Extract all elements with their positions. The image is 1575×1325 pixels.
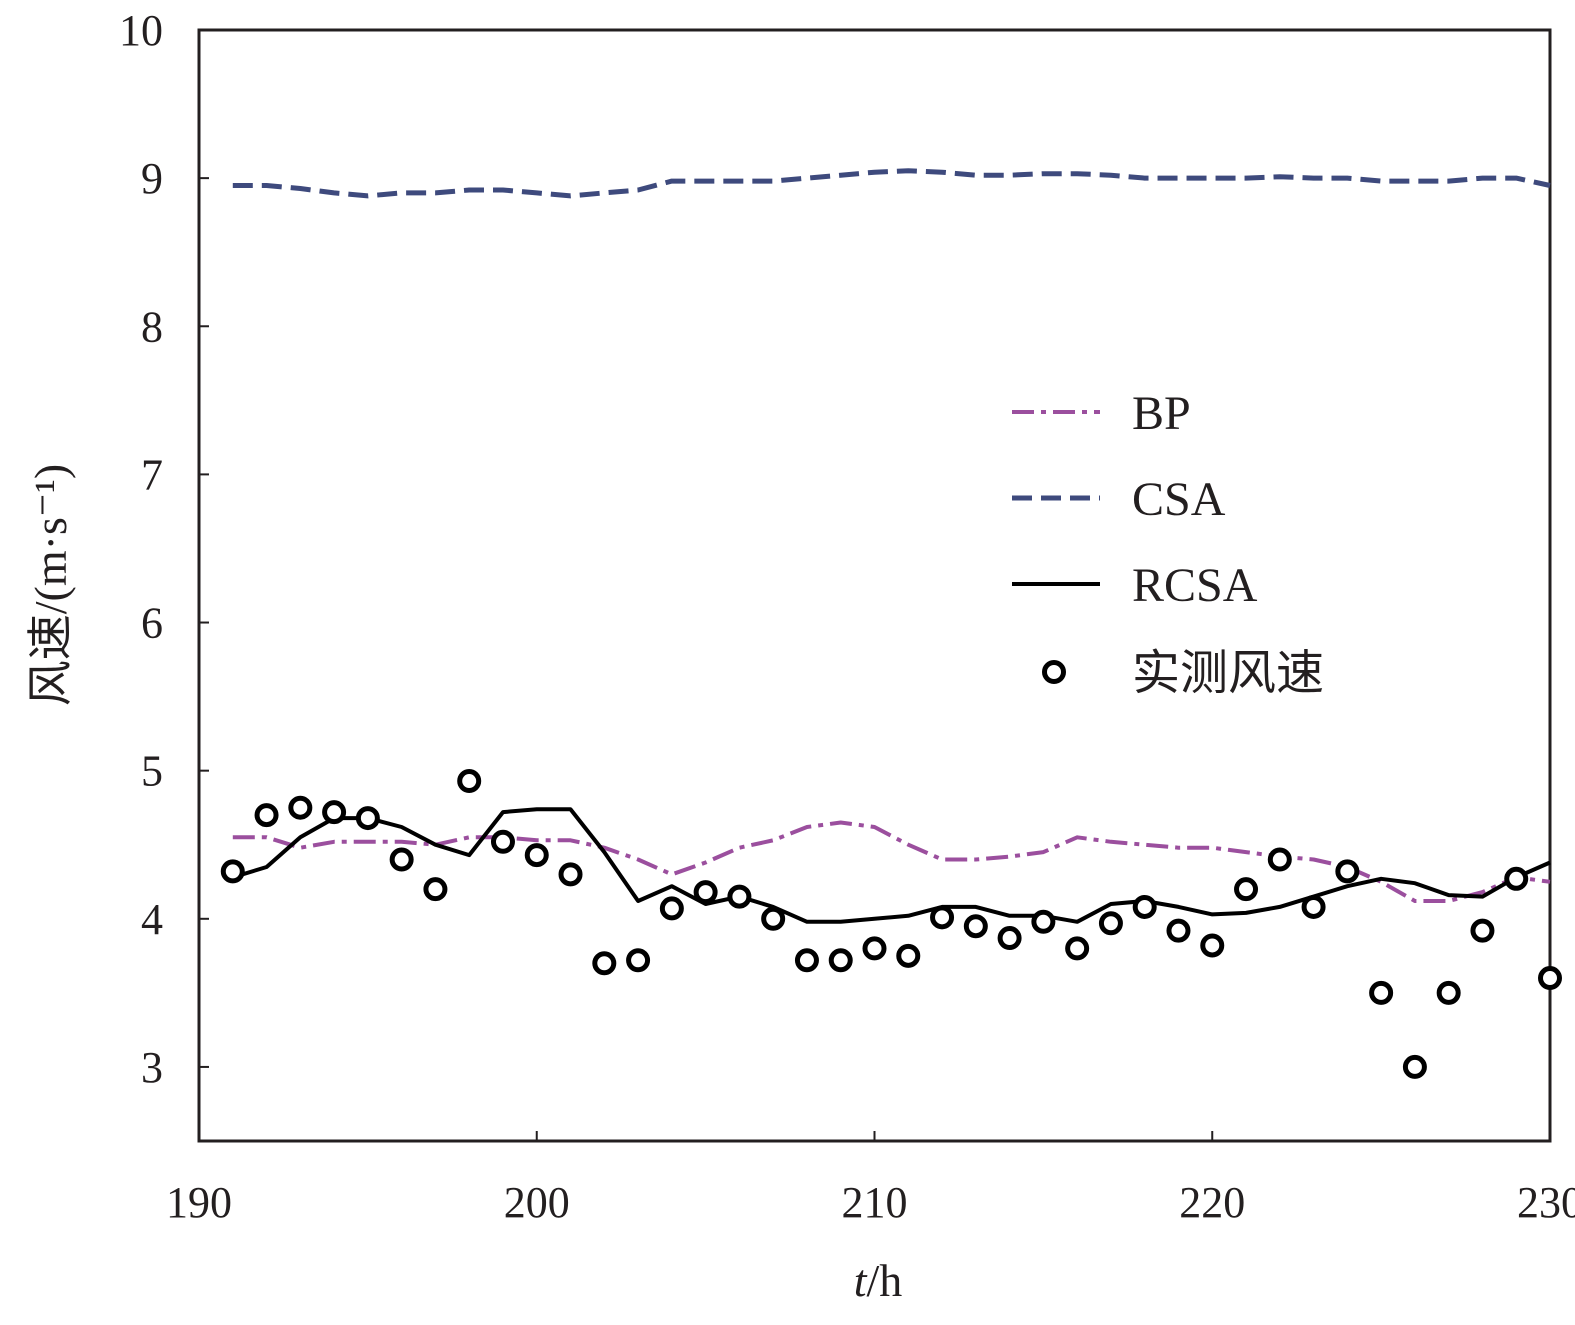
data-point [1166,918,1191,943]
legend-item-rcsa: RCSA [1012,559,1258,612]
y-tick-label: 5 [141,747,163,796]
data-point [1504,866,1529,891]
data-point [490,829,515,854]
data-point [930,905,955,930]
data-point [1301,894,1326,919]
data-point [220,859,245,884]
x-tick-label: 190 [166,1178,232,1227]
data-point [423,877,448,902]
legend-marker [1042,660,1066,684]
data-point [1436,980,1461,1005]
data-point [1234,877,1259,902]
data-point [659,896,684,921]
legend-item-measured: 实测风速 [1042,647,1324,700]
data-point [288,795,313,820]
y-tick-label: 3 [141,1043,163,1092]
x-tick-label: 230 [1517,1178,1575,1227]
data-point [389,847,414,872]
data-point [963,914,988,939]
series-line-csa [232,168,1551,199]
x-axis-title-italic: t [854,1255,868,1306]
x-axis-title: t/h [854,1255,903,1306]
data-point [1369,980,1394,1005]
y-tick-label: 10 [119,6,163,55]
y-tick-label: 7 [141,450,163,499]
legend-label: BP [1132,387,1191,440]
data-point [1200,933,1225,958]
data-point [524,843,549,868]
data-point [997,926,1022,951]
y-tick-label: 6 [141,599,163,648]
y-tick-label: 8 [141,302,163,351]
data-point [1402,1054,1427,1079]
legend-item-csa: CSA [1012,473,1226,526]
x-tick-label: 210 [842,1178,908,1227]
data-point [794,948,819,973]
data-point [828,948,853,973]
x-axis-title-unit: /h [867,1255,903,1306]
data-point [1267,847,1292,872]
data-point [626,948,651,973]
data-point [1065,936,1090,961]
data-point [457,769,482,794]
data-point [1031,909,1056,934]
data-point [592,951,617,976]
data-point [558,862,583,887]
series-measured [220,769,1562,1079]
data-point [254,803,279,828]
data-point [355,806,380,831]
y-axis-title: 风速/(m·s⁻¹) [25,464,76,707]
data-point [1132,894,1157,919]
data-point [862,936,887,961]
series-line-rcsa [232,807,1551,924]
data-point [1335,859,1360,884]
tick-group: 190 200 210 220 230 3 4 5 6 7 8 9 10 [119,6,1575,1227]
data-point [1098,911,1123,936]
x-tick-label: 220 [1179,1178,1245,1227]
x-tick-label: 200 [504,1178,570,1227]
legend-label: RCSA [1132,559,1258,612]
data-point [727,884,752,909]
legend-label: 实测风速 [1132,647,1324,700]
data-point [693,880,718,905]
y-tick-label: 4 [141,895,163,944]
legend-item-bp: BP [1012,387,1191,440]
legend-label: CSA [1132,473,1226,526]
data-point [896,943,921,968]
series-group [220,168,1562,1079]
plot-frame [197,28,1552,1143]
data-point [322,800,347,825]
data-point [1470,918,1495,943]
data-point [761,906,786,931]
plot-frame-group [197,28,1552,1143]
series-line-bp [232,820,1551,903]
data-point [1538,966,1562,991]
y-tick-label: 9 [141,154,163,203]
legend: BP CSA RCSA 实测风速 [1012,387,1324,700]
